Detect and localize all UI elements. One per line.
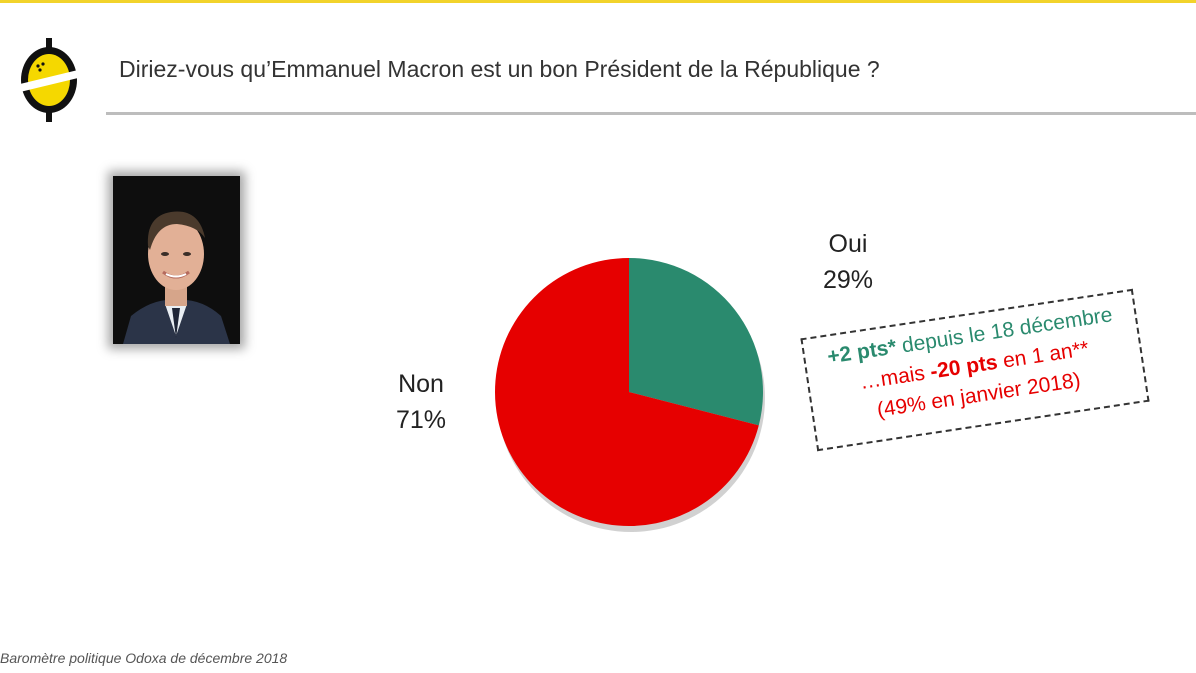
- source-note: Baromètre politique Odoxa de décembre 20…: [0, 650, 288, 666]
- portrait-image: [113, 176, 240, 344]
- portrait-frame: [113, 176, 240, 344]
- accent-top-bar: [0, 0, 1196, 3]
- label-oui-name: Oui: [828, 230, 868, 258]
- odoxa-logo: [20, 38, 78, 122]
- page-title: Diriez-vous qu’Emmanuel Macron est un bo…: [119, 56, 880, 82]
- label-non-name: Non: [398, 370, 444, 398]
- label-oui-value: 29%: [822, 266, 874, 294]
- label-oui: Oui 29%: [812, 226, 884, 298]
- pie-slice-oui: [629, 258, 764, 426]
- label-non-value: 71%: [395, 406, 447, 434]
- title-divider: [106, 112, 1196, 115]
- label-non: Non 71%: [385, 366, 457, 438]
- pie-slice-non: [494, 258, 759, 526]
